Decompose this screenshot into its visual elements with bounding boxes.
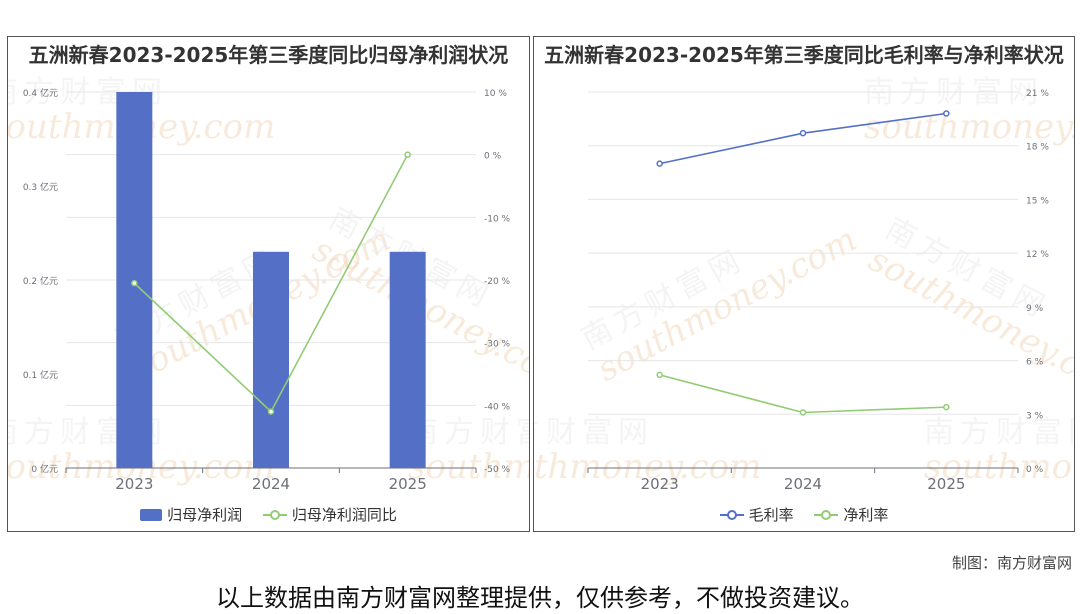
legend-label: 归母净利润 — [167, 506, 243, 524]
right-axis-tick-label: 18 % — [1026, 143, 1049, 153]
chart-legend: 毛利率 净利率 — [534, 504, 1074, 525]
chart-credit: 制图：南方财富网 — [951, 554, 1072, 572]
chart-legend: 归母净利润 归母净利润同比 — [8, 504, 529, 525]
chart-title: 五洲新春2023-2025年第三季度同比毛利率与净利率状况 — [544, 43, 1064, 67]
x-axis-tick-label: 2023 — [641, 475, 679, 493]
legend-item-profit[interactable]: 归母净利润 — [140, 504, 242, 525]
point-gross-margin — [656, 160, 663, 167]
legend-item-net-margin[interactable]: 净利率 — [814, 504, 888, 525]
x-axis-tick-label: 2023 — [115, 475, 153, 493]
right-axis-tick-label: 21 % — [1026, 89, 1049, 99]
point-profit-yoy — [267, 408, 275, 415]
point-profit-yoy — [404, 151, 411, 158]
right-axis-tick-label: -30 % — [484, 340, 511, 350]
disclaimer-text: 以上数据由南方财富网整理提供，仅供参考，不做投资建议。 — [216, 584, 864, 612]
left-axis-tick-label: 0.3 亿元 — [23, 181, 58, 193]
point-net-margin — [943, 403, 950, 411]
legend-label: 归母净利润同比 — [291, 506, 397, 524]
right-axis-tick-label: 6 % — [1026, 358, 1044, 368]
left-axis-tick-label: 0.1 亿元 — [23, 369, 58, 381]
legend-item-gross-margin[interactable]: 毛利率 — [719, 504, 794, 525]
x-axis-tick-label: 2024 — [252, 475, 290, 493]
profit-chart-svg: -50 % -40 % -30 % -20 % -10 % 0 % 10 % 0 亿元 0.1 … — [23, 87, 511, 493]
line-gross-margin — [659, 112, 947, 165]
chart-panel-margin: 五洲新春2023-2025年第三季度同比毛利率与净利率状况 0 % 3 % 6 % 9… — [533, 36, 1075, 532]
right-axis-tick-label: -10 % — [484, 214, 511, 224]
x-axis-tick-label: 2025 — [389, 475, 427, 493]
bar-profit — [389, 251, 426, 468]
point-profit-yoy — [131, 279, 138, 287]
point-gross-margin — [943, 110, 950, 117]
line-net-margin — [659, 374, 947, 414]
right-axis-tick-label: 9 % — [1026, 304, 1044, 314]
right-axis-tick-label: 0 % — [484, 152, 502, 162]
legend-label: 毛利率 — [748, 506, 794, 524]
legend-bar-swatch — [140, 508, 163, 521]
point-gross-margin — [799, 129, 807, 137]
right-axis-tick-label: 10 % — [484, 89, 507, 99]
bar-profit — [253, 251, 289, 468]
right-axis-tick-label: 3 % — [1026, 411, 1044, 421]
chart-title: 五洲新春2023-2025年第三季度同比归母净利润状况 — [28, 43, 509, 67]
point-net-margin — [799, 409, 807, 416]
right-axis-tick-label: -50 % — [484, 465, 511, 475]
left-axis-tick-label: 0.4 亿元 — [23, 87, 58, 99]
legend-label: 净利率 — [843, 506, 889, 524]
point-net-margin — [656, 371, 663, 379]
legend-item-profit-yoy[interactable]: 归母净利润同比 — [262, 504, 397, 525]
chart-panel-profit: 五洲新春2023-2025年第三季度同比归母净利润状况 -50 % -40 % -3… — [7, 36, 530, 532]
right-axis-tick-label: 12 % — [1026, 250, 1049, 260]
x-axis-tick-label: 2024 — [784, 475, 822, 493]
legend-line-swatch — [814, 509, 839, 520]
left-axis-tick-label: 0.2 亿元 — [23, 275, 58, 287]
right-axis-tick-label: 0 % — [1026, 465, 1044, 475]
legend-line-swatch — [719, 509, 744, 520]
right-axis-tick-label: -40 % — [484, 402, 511, 412]
left-axis-tick-label: 0 亿元 — [31, 463, 58, 475]
x-axis-tick-label: 2025 — [927, 475, 965, 493]
margin-chart-svg: 0 % 3 % 6 % 9 % 12 % 15 % 18 % 21 % 2023 2024 2025 — [587, 89, 1049, 493]
legend-line-swatch — [262, 509, 287, 520]
right-axis-tick-label: 15 % — [1026, 196, 1049, 206]
right-axis-tick-label: -20 % — [484, 277, 511, 287]
